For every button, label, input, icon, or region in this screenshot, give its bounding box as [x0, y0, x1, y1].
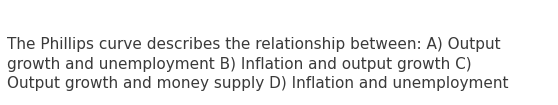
Text: The Phillips curve describes the relationship between: A) Output
growth and unem: The Phillips curve describes the relatio… [7, 37, 509, 91]
